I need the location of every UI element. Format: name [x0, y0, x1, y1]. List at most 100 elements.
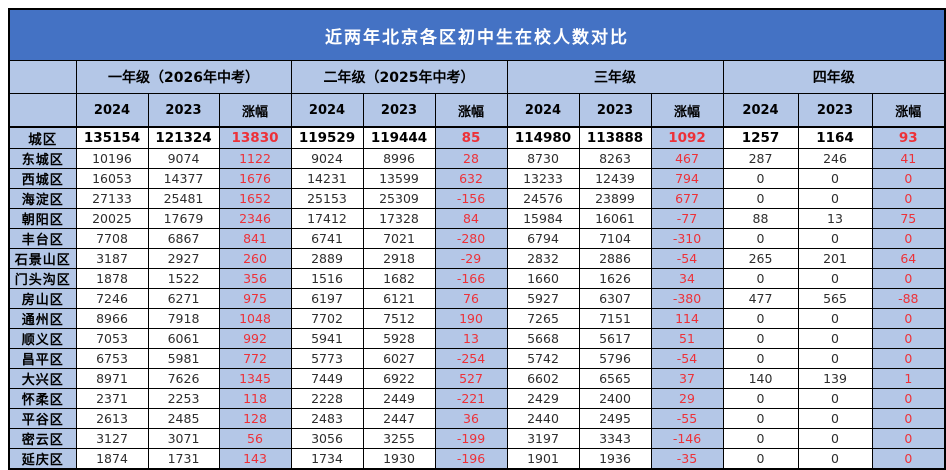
value-cell: 9024 — [290, 148, 364, 169]
diff-cell: 0 — [871, 188, 946, 209]
value-cell: 7151 — [578, 308, 652, 329]
diff-cell: 85 — [434, 126, 508, 149]
value-cell: 5941 — [290, 328, 364, 349]
value-cell: 0 — [797, 408, 873, 429]
diff-cell: -221 — [434, 388, 508, 409]
value-cell: 5928 — [362, 328, 436, 349]
value-cell: 1660 — [506, 268, 580, 289]
value-cell: 5668 — [506, 328, 580, 349]
value-cell: 8971 — [75, 368, 149, 389]
value-cell: 25153 — [290, 188, 364, 209]
value-cell: 17679 — [147, 208, 220, 229]
diff-cell: 0 — [871, 268, 946, 289]
group-header-grade4: 四年级 — [722, 60, 946, 94]
table-row: 怀柔区 2371 2253 118 2228 2449 -221 2429 2400 29 0 0 0 — [8, 388, 946, 409]
diff-cell: 527 — [434, 368, 508, 389]
table-row: 朝阳区 20025 17679 2346 17412 17328 84 15984 16061-… — [8, 208, 946, 229]
district-header-spacer — [8, 60, 77, 94]
year-header: 2024 — [506, 93, 580, 128]
diff-cell: 841 — [218, 228, 292, 249]
value-cell: 6565 — [578, 368, 652, 389]
table-row: 门头沟区 1878 1522 356 1516 1682 -166 1660 1626 34 0 0 0 — [8, 268, 946, 289]
value-cell: 2447 — [362, 408, 436, 429]
value-cell: 0 — [722, 448, 799, 470]
diff-cell: 1092 — [650, 126, 724, 149]
diff-cell: 128 — [218, 408, 292, 429]
table-row: 石景山区 3187 2927 260 2889 2918 -29 2832 2886 -54 265… — [8, 248, 946, 269]
diff-cell: 37 — [650, 368, 724, 389]
district-cell: 西城区 — [8, 168, 77, 189]
table-row: 昌平区 6753 5981 772 5773 6027 -254 5742 5796 -54 0 0 0 — [8, 348, 946, 369]
value-cell: 1516 — [290, 268, 364, 289]
value-cell: 13599 — [362, 168, 436, 189]
district-cell: 城区 — [8, 126, 77, 149]
district-cell: 朝阳区 — [8, 208, 77, 229]
value-cell: 1164 — [797, 126, 873, 149]
value-cell: 246 — [797, 148, 873, 169]
year-header: 2023 — [147, 93, 220, 128]
diff-cell: 84 — [434, 208, 508, 229]
diff-cell: -156 — [434, 188, 508, 209]
diff-cell: 93 — [871, 126, 946, 149]
diff-cell: 41 — [871, 148, 946, 169]
value-cell: 7021 — [362, 228, 436, 249]
value-cell: 17412 — [290, 208, 364, 229]
data-table: 近两年北京各区初中生在校人数对比 一年级（2026年中考） 二年级（2025年中… — [8, 8, 946, 470]
diff-cell: 975 — [218, 288, 292, 309]
diff-cell: -196 — [434, 448, 508, 470]
year-header: 2024 — [722, 93, 799, 128]
value-cell: 88 — [722, 208, 799, 229]
value-cell: 5981 — [147, 348, 220, 369]
value-cell: 140 — [722, 368, 799, 389]
value-cell: 7626 — [147, 368, 220, 389]
value-cell: 25309 — [362, 188, 436, 209]
diff-cell: -199 — [434, 428, 508, 449]
value-cell: 0 — [797, 188, 873, 209]
diff-cell: -35 — [650, 448, 724, 470]
value-cell: 201 — [797, 248, 873, 269]
diff-cell: 34 — [650, 268, 724, 289]
value-cell: 0 — [722, 348, 799, 369]
value-cell: 1878 — [75, 268, 149, 289]
value-cell: 0 — [797, 448, 873, 470]
value-cell: 6271 — [147, 288, 220, 309]
value-cell: 2429 — [506, 388, 580, 409]
value-cell: 2449 — [362, 388, 436, 409]
diff-cell: 632 — [434, 168, 508, 189]
district-cell: 石景山区 — [8, 248, 77, 269]
group-header-grade2: 二年级（2025年中考） — [290, 60, 508, 94]
diff-cell: -310 — [650, 228, 724, 249]
value-cell: 2918 — [362, 248, 436, 269]
value-cell: 1734 — [290, 448, 364, 470]
value-cell: 7053 — [75, 328, 149, 349]
table-title: 近两年北京各区初中生在校人数对比 — [8, 8, 946, 61]
value-cell: 5927 — [506, 288, 580, 309]
value-cell: 2927 — [147, 248, 220, 269]
value-cell: 7246 — [75, 288, 149, 309]
value-cell: 3197 — [506, 428, 580, 449]
value-cell: 2483 — [290, 408, 364, 429]
value-cell: 3071 — [147, 428, 220, 449]
district-cell: 丰台区 — [8, 228, 77, 249]
table-row: 房山区 7246 6271 975 6197 6121 76 5927 6307 -380 477 5… — [8, 288, 946, 309]
group-header-grade3: 三年级 — [506, 60, 724, 94]
value-cell: 0 — [797, 428, 873, 449]
value-cell: 16061 — [578, 208, 652, 229]
value-cell: 1522 — [147, 268, 220, 289]
enrollment-comparison-table: 近两年北京各区初中生在校人数对比 一年级（2026年中考） 二年级（2025年中… — [8, 8, 946, 470]
value-cell: 2886 — [578, 248, 652, 269]
value-cell: 113888 — [578, 126, 652, 149]
value-cell: 8730 — [506, 148, 580, 169]
value-cell: 0 — [797, 328, 873, 349]
diff-cell: 118 — [218, 388, 292, 409]
value-cell: 8996 — [362, 148, 436, 169]
year-header-spacer — [8, 93, 77, 128]
table-row: 东城区 10196 9074 1122 9024 8996 28 8730 8263 467 287… — [8, 148, 946, 169]
value-cell: 114980 — [506, 126, 580, 149]
diff-cell: -166 — [434, 268, 508, 289]
diff-cell: 260 — [218, 248, 292, 269]
value-cell: 2613 — [75, 408, 149, 429]
value-cell: 139 — [797, 368, 873, 389]
value-cell: 6867 — [147, 228, 220, 249]
value-cell: 0 — [797, 168, 873, 189]
